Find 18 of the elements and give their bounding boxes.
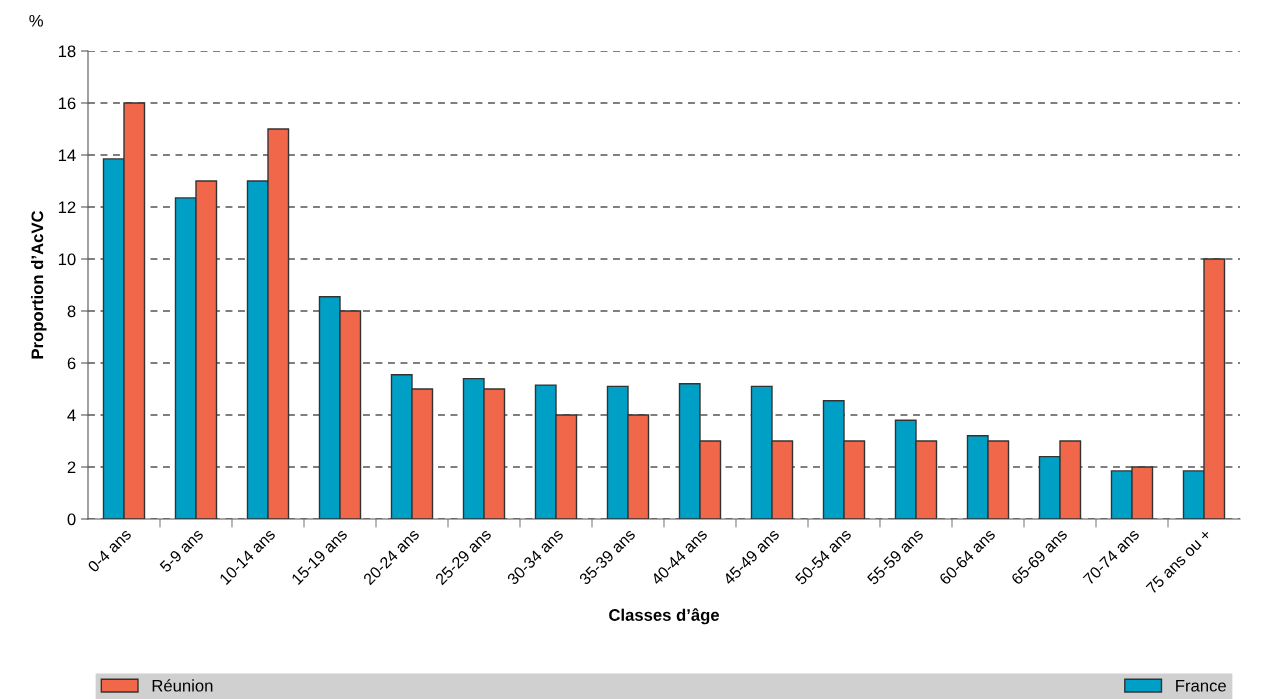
x-tick-label: 5-9 ans <box>159 528 204 573</box>
y-tick-label: 0 <box>67 513 76 526</box>
legend-label: France <box>1176 679 1226 692</box>
x-axis-title: Classes d’âge <box>609 608 720 625</box>
y-tick-label: 4 <box>67 409 76 422</box>
y-tick-label: 8 <box>67 305 76 318</box>
y-tick-label: 14 <box>58 149 76 162</box>
text: % <box>29 14 43 27</box>
x-tick-label: 75 ans ou + <box>1145 528 1212 595</box>
y-tick-label: 6 <box>67 357 76 370</box>
y-axis-title: Proportion d’AcVC <box>31 210 47 359</box>
y-tick-label: 12 <box>58 201 76 214</box>
legend-label: Réunion <box>152 679 213 692</box>
y-tick-label: 18 <box>58 45 76 58</box>
y-tick-label: 2 <box>67 461 76 474</box>
y-tick-label: 10 <box>58 253 76 266</box>
x-tick-label: 0-4 ans <box>87 528 132 573</box>
y-tick-label: 16 <box>58 97 76 110</box>
